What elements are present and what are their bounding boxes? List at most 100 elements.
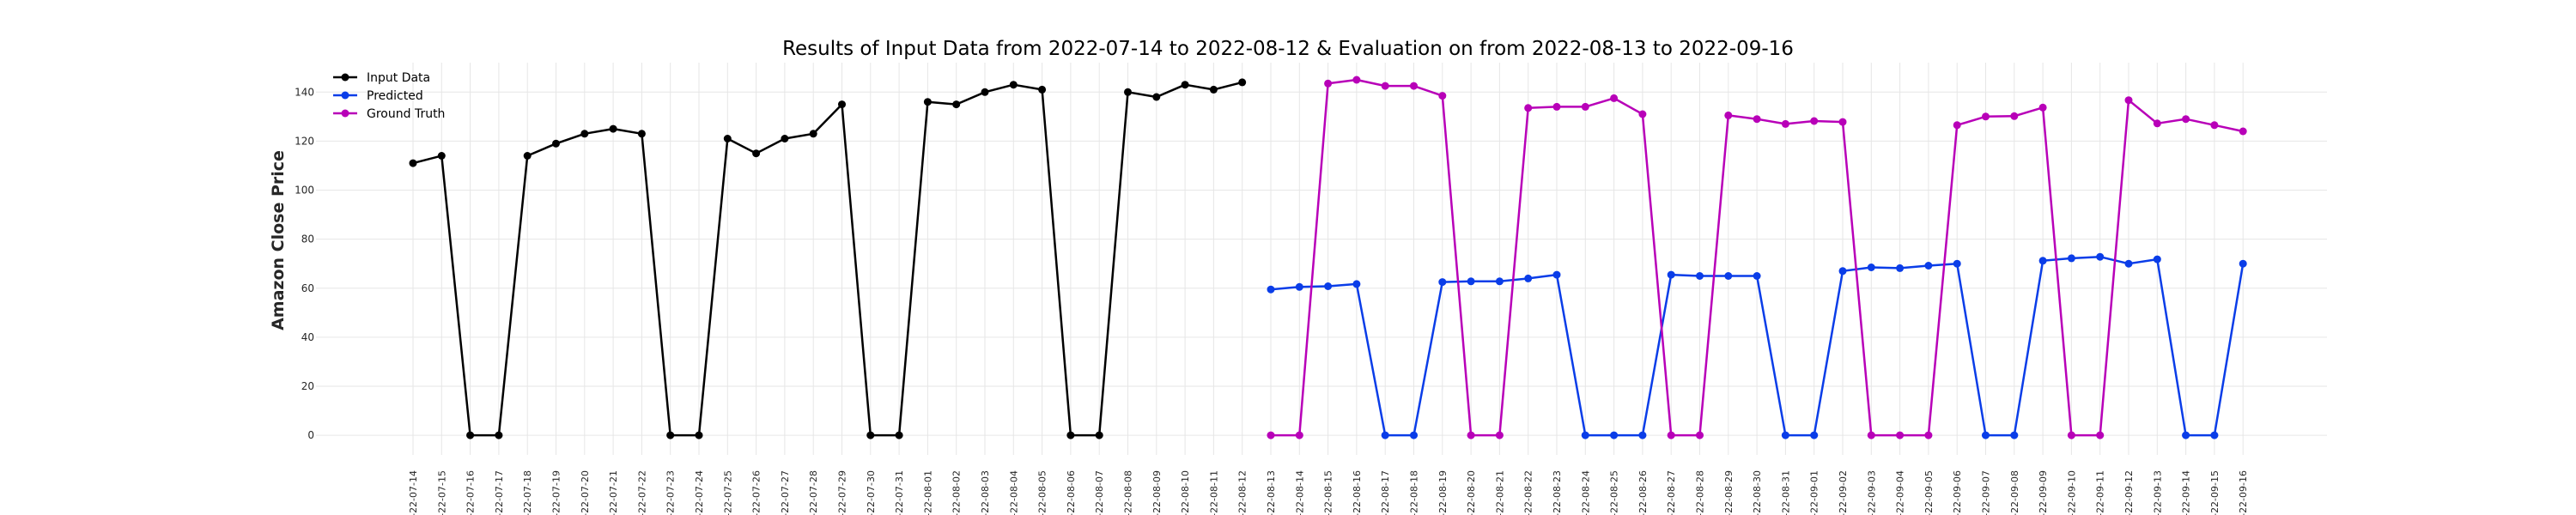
x-tick-label: -22-07-22	[636, 470, 647, 515]
x-tick-label: -22-08-07	[1094, 470, 1105, 515]
x-tick-label: -22-07-19	[551, 470, 562, 515]
x-tick-label: -22-08-14	[1294, 470, 1305, 515]
data-point	[1896, 264, 1905, 272]
data-point	[1724, 272, 1733, 280]
data-point	[495, 431, 503, 439]
x-tick-label: -22-08-29	[1723, 470, 1735, 515]
x-tick-label: -22-09-02	[1838, 470, 1849, 515]
data-point	[2038, 257, 2047, 265]
data-point	[2239, 259, 2247, 268]
y-tick-label: 40	[301, 331, 314, 343]
data-point	[1324, 79, 1333, 88]
series-ground-truth	[1267, 76, 2247, 439]
data-point	[1410, 431, 1418, 439]
data-point	[466, 431, 475, 439]
x-tick-label: -22-08-18	[1409, 470, 1420, 515]
grid	[316, 63, 2327, 455]
legend-label: Input Data	[367, 71, 430, 85]
data-point	[723, 135, 732, 142]
y-tick-label: 60	[301, 282, 314, 294]
data-point	[1181, 81, 1189, 89]
data-point	[2096, 252, 2105, 261]
x-tick-label: -22-09-05	[1923, 470, 1935, 515]
data-point	[2067, 431, 2075, 439]
data-point	[2210, 121, 2219, 130]
x-tick-label: -22-08-31	[1780, 470, 1791, 515]
series-predicted	[1267, 252, 2247, 439]
data-point	[2182, 431, 2190, 439]
x-tick-label: -22-09-03	[1866, 470, 1877, 515]
data-point	[2153, 255, 2161, 264]
data-point	[981, 88, 989, 96]
data-point	[1352, 280, 1361, 288]
x-tick-label: -22-09-07	[1981, 470, 1992, 515]
data-point	[1267, 285, 1275, 294]
series-layer	[409, 76, 2247, 439]
x-tick-label: -22-09-06	[1952, 470, 1963, 515]
x-tick-label: -22-07-24	[694, 470, 705, 515]
data-point	[1524, 104, 1533, 112]
y-tick-label: 0	[307, 429, 314, 441]
data-point	[1438, 278, 1447, 287]
series-line	[412, 81, 1243, 437]
data-point	[1867, 264, 1875, 271]
legend-marker	[341, 91, 349, 100]
data-point	[666, 431, 675, 439]
x-tick-label: -22-07-15	[436, 470, 447, 515]
data-point	[1953, 121, 1961, 130]
x-tick-label: -22-09-12	[2123, 470, 2135, 515]
data-point	[1009, 81, 1018, 89]
y-tick-label: 20	[301, 380, 314, 392]
x-tick-label: -22-07-20	[580, 470, 591, 515]
x-tick-label: -22-08-20	[1466, 470, 1477, 515]
data-point	[2210, 431, 2219, 439]
data-point	[1095, 431, 1103, 439]
data-point	[1810, 117, 1819, 125]
legend-label: Ground Truth	[367, 107, 445, 121]
x-tick-label: -22-09-14	[2181, 470, 2192, 515]
data-point	[1781, 431, 1789, 439]
x-tick-label: -22-07-16	[465, 470, 477, 515]
data-point	[409, 159, 417, 167]
x-tick-label: -22-08-25	[1609, 470, 1620, 515]
chart-title: Results of Input Data from 2022-07-14 to…	[782, 38, 1794, 60]
data-point	[1610, 94, 1619, 102]
x-axis-ticks: -22-07-14 -22-07-15 -22-07-16 -22-07-17 -22-…	[408, 470, 2249, 515]
x-tick-label: -22-08-16	[1352, 470, 1363, 515]
x-tick-label: -22-09-09	[2038, 470, 2049, 515]
x-tick-label: -22-07-21	[608, 470, 619, 515]
legend-marker	[341, 109, 349, 118]
data-point	[1581, 102, 1589, 111]
data-point	[2153, 119, 2161, 128]
data-point	[552, 139, 560, 148]
data-point	[1381, 431, 1389, 439]
data-point	[1238, 78, 1247, 87]
x-tick-label: -22-08-10	[1180, 470, 1191, 515]
x-tick-label: -22-07-26	[751, 470, 762, 515]
data-point	[2096, 431, 2105, 439]
data-point	[1753, 115, 1761, 124]
x-tick-label: -22-08-30	[1752, 470, 1763, 515]
data-point	[1838, 118, 1847, 126]
legend-item: Predicted	[333, 89, 423, 103]
data-point	[2010, 431, 2019, 439]
data-point	[1467, 431, 1475, 439]
y-tick-label: 120	[295, 135, 314, 147]
data-point	[1495, 431, 1504, 439]
x-tick-label: -22-08-08	[1123, 470, 1134, 515]
data-point	[923, 98, 932, 106]
data-point	[1267, 431, 1275, 439]
x-tick-label: -22-07-29	[837, 470, 848, 515]
data-point	[1552, 102, 1561, 111]
data-point	[809, 130, 817, 138]
data-point	[637, 130, 646, 138]
data-point	[1381, 82, 1389, 90]
y-tick-label: 140	[295, 86, 314, 98]
data-point	[1066, 431, 1075, 439]
x-tick-label: -22-08-28	[1695, 470, 1706, 515]
x-tick-label: -22-08-06	[1066, 470, 1077, 515]
x-tick-label: -22-08-04	[1008, 470, 1019, 515]
y-tick-label: 80	[301, 233, 314, 245]
x-tick-label: -22-07-27	[780, 470, 791, 515]
x-tick-label: -22-08-17	[1380, 470, 1391, 515]
